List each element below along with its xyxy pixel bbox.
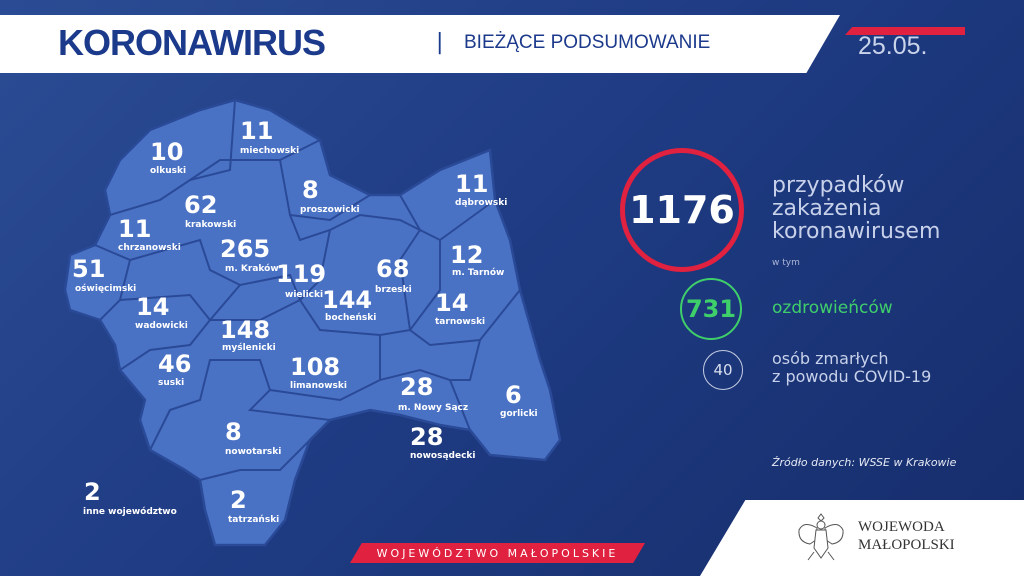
voivode-logo-text: WOJEWODA MAŁOPOLSKI: [858, 518, 955, 554]
red-accent-bar: [845, 27, 965, 35]
of-which-label: w tym: [772, 258, 800, 268]
deaths-label: osób zmarłych z powodu COVID-19: [772, 350, 931, 386]
district-name: m. Nowy Sącz: [398, 403, 469, 413]
page-title: KORONAWIRUS: [58, 22, 326, 63]
district-count: 51: [72, 255, 106, 283]
recovered-circle: 731: [680, 278, 742, 340]
district-count: 28: [410, 423, 444, 451]
voivode-line2: MAŁOPOLSKI: [858, 537, 955, 553]
total-cases-label: przypadków zakażenia koronawirusem: [772, 173, 941, 244]
district-count: 11: [455, 170, 489, 198]
district-count: 6: [505, 381, 522, 409]
page-subtitle: BIEŻĄCE PODSUMOWANIE: [464, 32, 711, 53]
district-count: 68: [376, 255, 410, 283]
polish-eagle-emblem-icon: [798, 513, 844, 561]
district-count: 62: [184, 191, 218, 219]
region-outline: [63, 98, 562, 547]
deaths-label-line2: z powodu COVID-19: [772, 367, 932, 386]
district-name: nowosądecki: [410, 451, 476, 461]
district-name: suski: [158, 378, 185, 388]
district-count: 10: [150, 138, 184, 166]
district-count: 46: [158, 350, 192, 378]
district-count: 14: [435, 289, 469, 317]
district-name: krakowski: [185, 220, 237, 230]
district-count: 144: [322, 286, 373, 314]
recovered-label: ozdrowieńców: [772, 298, 893, 318]
district-borders: [94, 99, 521, 481]
district-count: 2: [230, 486, 247, 514]
district-count: 148: [220, 316, 271, 344]
district-name: miechowski: [240, 146, 300, 156]
district-count: 28: [400, 373, 434, 401]
district-count: 11: [240, 117, 274, 145]
district-count: 14: [136, 293, 170, 321]
district-count: 12: [450, 241, 484, 269]
district-name: brzeski: [375, 285, 412, 295]
district-name: oświęcimski: [75, 284, 137, 294]
district-name: dąbrowski: [455, 198, 508, 208]
title-separator: |: [436, 30, 444, 55]
district-count: 108: [290, 353, 341, 381]
district-count: 8: [302, 176, 319, 204]
district-name: tatrzański: [228, 515, 280, 525]
district-count: 119: [276, 260, 327, 288]
district-name: inne województwo: [83, 507, 177, 517]
district-name: tarnowski: [435, 317, 486, 327]
region-banner: WOJEWÓDZTWO MAŁOPOLSKIE: [350, 543, 645, 563]
district-name: olkuski: [150, 166, 187, 176]
district-name: chrzanowski: [118, 243, 181, 253]
district-count: 2: [84, 478, 101, 506]
district-name: gorlicki: [500, 409, 538, 419]
data-source: Źródło danych: WSSE w Krakowie: [772, 456, 957, 469]
total-cases-circle: 1176: [620, 148, 744, 272]
district-name: myślenicki: [222, 343, 276, 353]
deaths-circle: 40: [703, 350, 743, 390]
district-name: limanowski: [290, 381, 347, 391]
district-name: wielicki: [285, 290, 324, 300]
district-count: 11: [118, 215, 152, 243]
district-name: proszowicki: [300, 205, 360, 215]
district-name: m. Kraków: [225, 264, 279, 274]
voivode-line1: WOJEWODA: [858, 519, 945, 535]
district-name: bocheński: [325, 313, 377, 323]
deaths-label-line1: osób zmarłych: [772, 349, 889, 368]
district-count: 265: [220, 235, 271, 263]
district-name: nowotarski: [225, 447, 282, 457]
district-count: 8: [225, 418, 242, 446]
district-name: m. Tarnów: [452, 268, 505, 278]
date: 25.05.: [858, 32, 928, 60]
footer-white-panel: [700, 500, 1024, 576]
district-name: wadowicki: [135, 321, 188, 331]
header-banner: [0, 15, 840, 73]
